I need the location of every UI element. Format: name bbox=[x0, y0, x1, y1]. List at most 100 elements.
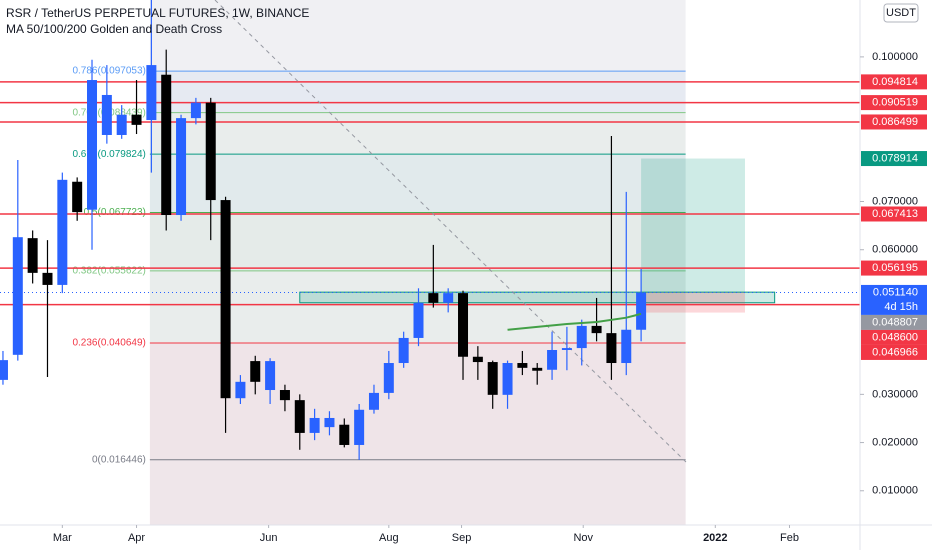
chart-subtitle: MA 50/100/200 Golden and Death Cross bbox=[6, 22, 222, 36]
candle-body bbox=[176, 118, 187, 216]
trend-line bbox=[214, 0, 687, 463]
fib-zone bbox=[149, 343, 686, 460]
x-tick-label: 2022 bbox=[703, 532, 727, 544]
price-label-bg bbox=[861, 114, 927, 130]
x-tick-label: Feb bbox=[780, 532, 799, 544]
candle-body bbox=[131, 114, 142, 125]
y-tick-label: 0.100000 bbox=[872, 51, 918, 63]
candle-body bbox=[636, 292, 647, 330]
price-label-bg bbox=[861, 284, 927, 315]
candle-body bbox=[101, 94, 112, 135]
fib-zone bbox=[149, 212, 686, 271]
price-label: 0.051140 bbox=[873, 286, 918, 298]
candle-body bbox=[487, 362, 498, 395]
candle-body bbox=[205, 102, 216, 201]
price-label: 0.048600 bbox=[872, 331, 918, 343]
price-label-bg bbox=[861, 314, 927, 330]
fib-zone bbox=[149, 112, 686, 155]
x-tick-label: Aug bbox=[379, 532, 399, 544]
x-tick-label: Jun bbox=[260, 532, 278, 544]
price-scale: 0.100000 0.070000 0.060000 0.030000 0.020000… bbox=[53, 51, 927, 544]
candle-body bbox=[42, 272, 53, 285]
candle-body bbox=[265, 361, 276, 391]
candle-body bbox=[0, 360, 8, 380]
candle-body bbox=[339, 424, 350, 445]
price-label: 0.078914 bbox=[872, 152, 918, 164]
price-label: 0.094814 bbox=[872, 76, 918, 88]
candle-body bbox=[547, 350, 558, 370]
price-label-bg bbox=[861, 74, 927, 90]
candle-body bbox=[621, 329, 632, 364]
y-tick-label: 0.010000 bbox=[872, 485, 918, 497]
candle-body bbox=[279, 390, 290, 401]
candle-body bbox=[443, 293, 454, 303]
position-target bbox=[641, 158, 745, 293]
candle-body bbox=[235, 381, 246, 399]
candle-body bbox=[472, 356, 483, 363]
candle-body bbox=[72, 181, 83, 213]
candle-body bbox=[428, 293, 439, 303]
candle-body bbox=[57, 179, 68, 285]
zone bbox=[299, 291, 776, 304]
currency-label[interactable]: USDT bbox=[886, 7, 916, 19]
price-label-bg bbox=[861, 151, 927, 167]
candle-body bbox=[220, 200, 231, 399]
moving-average bbox=[507, 312, 642, 331]
countdown-label: 4d 15h bbox=[884, 301, 918, 313]
candle-body bbox=[116, 114, 127, 135]
fib-label: 0.786(0.097053) bbox=[72, 66, 145, 77]
fib-label: 0.382(0.055622) bbox=[72, 265, 145, 276]
foreground-layer bbox=[0, 0, 647, 460]
candle-body bbox=[87, 80, 98, 210]
x-tick-label: Nov bbox=[573, 532, 593, 544]
candle-body bbox=[517, 363, 528, 368]
candle-body bbox=[502, 363, 513, 395]
y-tick-label: 0.020000 bbox=[872, 436, 918, 448]
fib-zone bbox=[149, 154, 686, 213]
fib-zone bbox=[149, 71, 686, 113]
price-label-bg bbox=[861, 95, 927, 111]
x-tick-label: Mar bbox=[53, 532, 72, 544]
fib-label: 0.5(0.067723) bbox=[84, 207, 146, 218]
candle-body bbox=[161, 74, 172, 216]
candle-body bbox=[532, 367, 543, 371]
price-label: 0.056195 bbox=[872, 262, 918, 274]
y-tick-label: 0.060000 bbox=[872, 244, 918, 256]
fib-label: 0.236(0.040649) bbox=[72, 338, 145, 349]
candle-body bbox=[606, 333, 617, 364]
fib-zone bbox=[149, 459, 686, 525]
chart-title: RSR / TetherUS PERPETUAL FUTURES, 1W, BI… bbox=[6, 6, 309, 20]
x-tick-label: Sep bbox=[452, 532, 472, 544]
position-stop bbox=[641, 292, 745, 313]
candle-body bbox=[561, 348, 572, 350]
candle-body bbox=[458, 293, 469, 357]
candle-body bbox=[576, 325, 587, 349]
price-label: 0.048807 bbox=[872, 316, 918, 328]
price-label-bg bbox=[861, 344, 927, 360]
fib-band bbox=[149, 0, 686, 525]
price-label: 0.046966 bbox=[872, 346, 918, 358]
candle-body bbox=[398, 337, 409, 364]
candle-body bbox=[324, 417, 335, 428]
y-tick-label: 0.030000 bbox=[872, 388, 918, 400]
currency-button[interactable] bbox=[883, 3, 919, 23]
fib-label: 0(0.016446) bbox=[92, 454, 146, 465]
candle-body bbox=[294, 400, 305, 433]
candle-body bbox=[383, 363, 394, 393]
price-label: 0.086499 bbox=[872, 116, 918, 128]
background-layer: 0.786(0.097053)0.702(0.088439)0.618(0.07… bbox=[0, 0, 860, 525]
candle-body bbox=[368, 392, 379, 410]
candle-body bbox=[309, 417, 320, 433]
candle-body bbox=[250, 361, 261, 382]
y-tick-label: 0.070000 bbox=[872, 195, 918, 207]
candle-body bbox=[354, 409, 365, 445]
price-label: 0.067413 bbox=[872, 208, 918, 220]
candle-body bbox=[146, 65, 157, 121]
price-label-bg bbox=[861, 329, 927, 345]
candle-body bbox=[190, 102, 201, 119]
candle-body bbox=[27, 238, 38, 273]
price-label-bg bbox=[861, 260, 927, 276]
x-tick-label: Apr bbox=[128, 532, 145, 544]
price-label: 0.090519 bbox=[872, 97, 918, 109]
